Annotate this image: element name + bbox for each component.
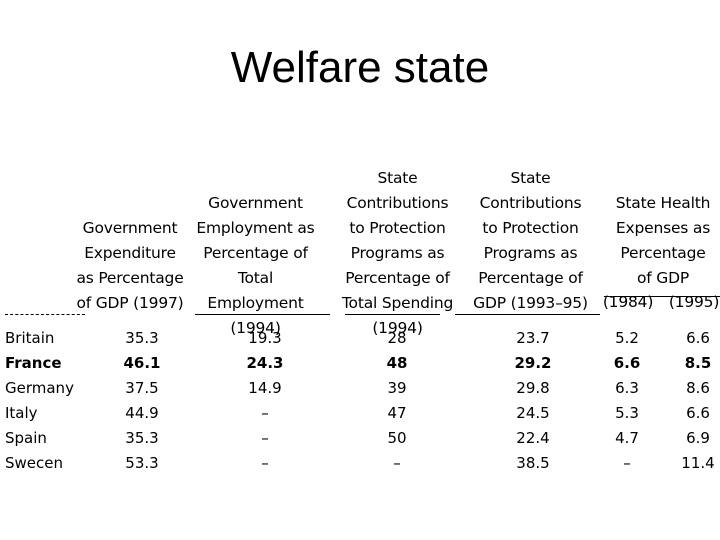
header-rule <box>604 296 720 297</box>
header-gov-expenditure: Government Expenditure as Percentage of … <box>76 219 184 312</box>
table-cell: 6.6 <box>686 404 710 422</box>
table-cell: 6.6 <box>686 329 710 347</box>
table-cell: 44.9 <box>125 404 159 422</box>
table-cell: – <box>623 454 631 472</box>
header-health: State Health Expenses as Percentage of G… <box>615 194 711 287</box>
table-cell: 50 <box>387 429 407 447</box>
table-cell: 6.9 <box>686 429 710 447</box>
table-cell: 5.2 <box>615 329 639 347</box>
table-cell: 23.7 <box>516 329 550 347</box>
table-cell: 8.5 <box>684 354 712 372</box>
row-label: Italy <box>5 404 38 422</box>
header-rule <box>455 314 600 315</box>
table-cell: 8.6 <box>686 379 710 397</box>
row-label: Spain <box>5 429 47 447</box>
table-cell: 29.2 <box>514 354 552 372</box>
table-cell: 35.3 <box>125 329 159 347</box>
table-cell: 24.5 <box>516 404 550 422</box>
header-state-contrib-spending: State Contributions to Protection Progra… <box>341 169 454 337</box>
header-rule <box>195 314 330 315</box>
table-cell: 47 <box>387 404 407 422</box>
table-cell: 29.8 <box>516 379 550 397</box>
table-cell: – <box>261 454 269 472</box>
table-cell: – <box>261 429 269 447</box>
header-state-contrib-gdp: State Contributions to Protection Progra… <box>473 169 588 312</box>
row-label: France <box>5 354 62 372</box>
table-cell: 19.3 <box>248 329 282 347</box>
table-cell: 5.3 <box>615 404 639 422</box>
table-cell: 38.5 <box>516 454 550 472</box>
header-health-1995: (1995) <box>668 293 720 311</box>
table-cell: 53.3 <box>125 454 159 472</box>
table-cell: 24.3 <box>246 354 284 372</box>
table-cell: 6.6 <box>613 354 641 372</box>
row-label: Britain <box>5 329 55 347</box>
table-cell: 37.5 <box>125 379 159 397</box>
table-cell: 14.9 <box>248 379 282 397</box>
table-cell: 39 <box>387 379 407 397</box>
table-cell: 28 <box>387 329 407 347</box>
table-cell: 35.3 <box>125 429 159 447</box>
header-health-1984: (1984) <box>602 293 654 311</box>
table-cell: 11.4 <box>681 454 715 472</box>
header-gov-employment: Government Employment as Percentage of T… <box>196 194 315 337</box>
header-rule <box>5 314 85 315</box>
table-cell: 46.1 <box>123 354 161 372</box>
row-label: Swecen <box>5 454 64 472</box>
header-rule <box>345 314 440 315</box>
row-label: Germany <box>5 379 74 397</box>
slide-title: Welfare state <box>230 43 490 92</box>
table-cell: 48 <box>386 354 408 372</box>
table-cell: – <box>393 454 401 472</box>
table-cell: – <box>261 404 269 422</box>
table-cell: 4.7 <box>615 429 639 447</box>
table-cell: 6.3 <box>615 379 639 397</box>
table-cell: 22.4 <box>516 429 550 447</box>
